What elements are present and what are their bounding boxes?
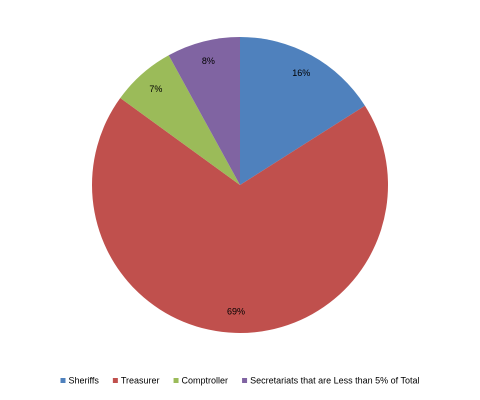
legend-swatch: [242, 378, 248, 383]
legend-label: Treasurer: [121, 375, 160, 385]
legend-label: Comptroller: [182, 375, 229, 385]
legend-swatch: [173, 378, 179, 383]
pie-slice: [240, 37, 365, 185]
pie-slice: [92, 98, 389, 333]
legend-swatch: [60, 378, 66, 383]
legend: Sheriffs Treasurer Comptroller Secretariats…: [60, 375, 420, 385]
pie-slice: [168, 37, 240, 185]
data-label: 16%: [292, 68, 310, 78]
pie-slice: [120, 55, 240, 185]
legend-label: Secretariats that are Less than 5% of To…: [250, 375, 419, 385]
data-label: 69%: [227, 307, 245, 317]
data-label: 7%: [149, 84, 162, 94]
legend-label: Sheriffs: [69, 375, 100, 385]
data-label: 8%: [202, 56, 215, 66]
legend-swatch: [112, 378, 118, 383]
